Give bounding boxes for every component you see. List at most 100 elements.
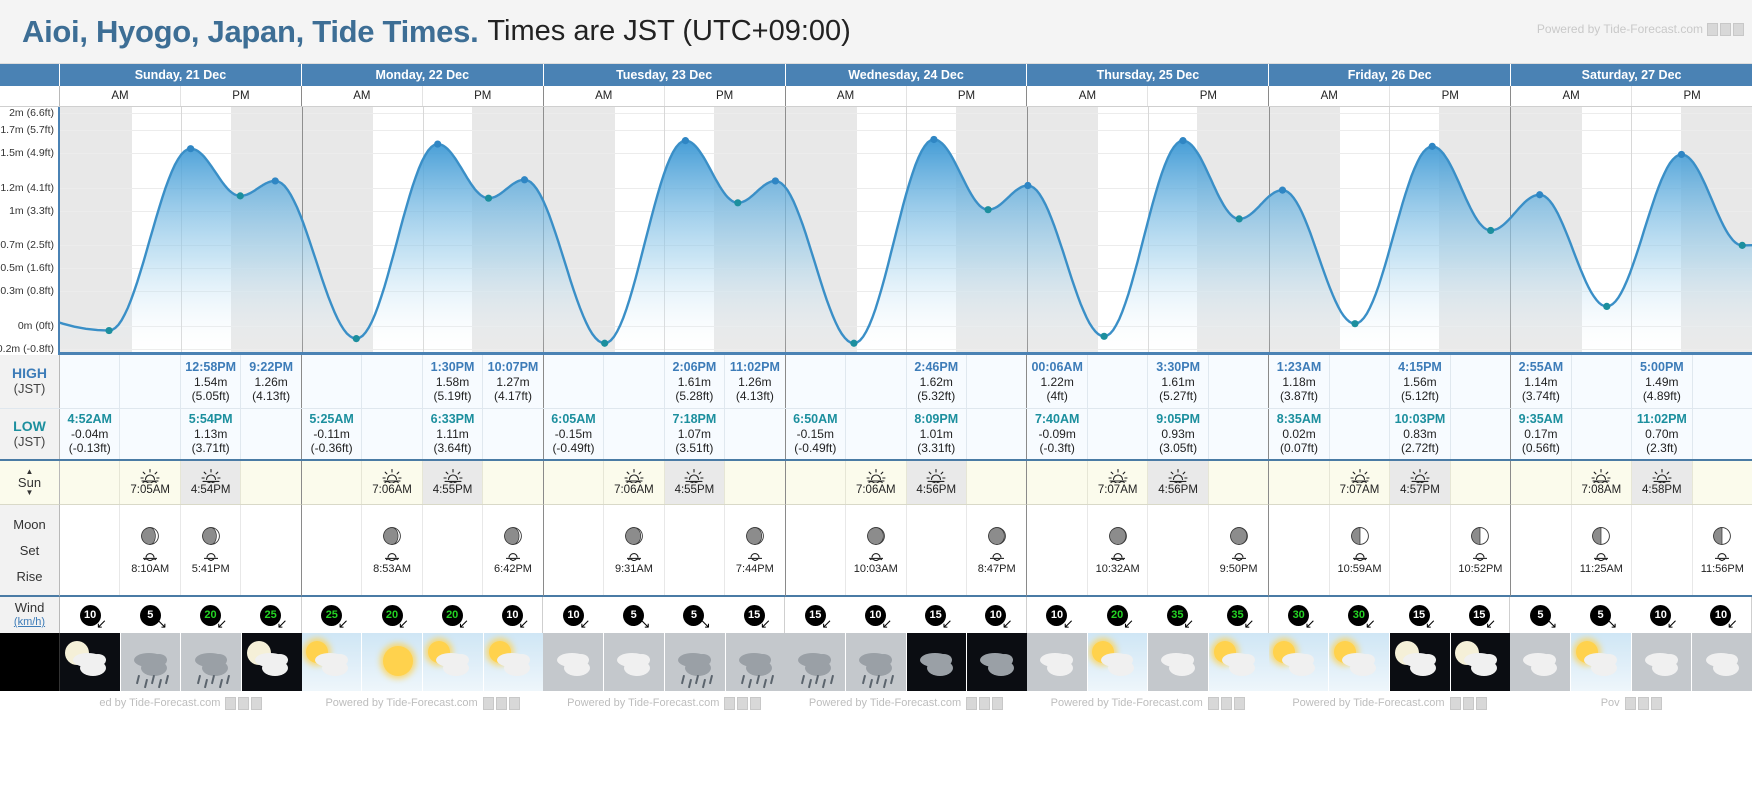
powered-by-logo-icon bbox=[1707, 22, 1744, 36]
tide-time: 5:00PM bbox=[1639, 359, 1684, 374]
tide-height-m: 1.27m bbox=[496, 374, 530, 389]
tide-height-ft: (4.17ft) bbox=[493, 388, 532, 403]
sunset-time: 4:54PM bbox=[190, 484, 231, 496]
wind-cell: 10 ↙ bbox=[482, 597, 542, 633]
tide-time: 2:46PM bbox=[914, 359, 959, 374]
weather-icon-cell bbox=[725, 633, 786, 691]
wind-direction-arrow-icon: ↙ bbox=[1304, 616, 1316, 631]
high-cell bbox=[846, 355, 907, 408]
sunrise-time: 7:06AM bbox=[855, 484, 896, 496]
low-cell: 6:33PM 1.11m (3.64ft) bbox=[423, 409, 484, 459]
moon-cell bbox=[60, 505, 121, 595]
y-tick-6: 0.5m (1.6ft) bbox=[0, 262, 54, 275]
wind-direction-arrow-icon: ↙ bbox=[397, 616, 409, 631]
wind-cell: 5 ↘ bbox=[1571, 597, 1631, 633]
footer-logo-icon bbox=[1207, 696, 1245, 710]
weather-icon-cell bbox=[1087, 633, 1149, 691]
ampm-row: AM PM AM PM AM PM AM PM AM PM AM PM AM PM bbox=[0, 86, 1752, 107]
weather-day-2 bbox=[543, 633, 786, 691]
pm-label-4: PM bbox=[1199, 90, 1217, 102]
tide-extremum-20 bbox=[1351, 320, 1359, 328]
wind-speed-badge: 10 bbox=[1650, 604, 1672, 626]
moon-cell: 10:59AM bbox=[1330, 505, 1391, 595]
tide-extremum-15 bbox=[1024, 181, 1032, 190]
sunrise-icon bbox=[1591, 469, 1611, 483]
low-cell bbox=[1693, 409, 1752, 459]
low-cells-day-6: 9:35AM 0.17m (0.56ft) 11:02PM 0.70m (2.3ft) bbox=[1511, 409, 1752, 459]
moonrise-time: 6:42PM bbox=[494, 562, 532, 575]
wind-speed-badge: 30 bbox=[1288, 604, 1310, 626]
footer-credit-4: Powered by Tide-Forecast.com bbox=[1027, 696, 1269, 710]
sun-cell: 4:55PM bbox=[664, 461, 726, 504]
high-cells-day-5: 1:23AM 1.18m (3.87ft) 4:15PM 1.56m (5.12ft) bbox=[1269, 355, 1512, 408]
moon-phase-icon bbox=[1592, 526, 1611, 545]
tide-extremum-25 bbox=[1677, 150, 1686, 159]
wind-speed-badge: 10 bbox=[864, 604, 886, 626]
tide-height-ft: (0.07ft) bbox=[1280, 441, 1319, 456]
moon-cell bbox=[1632, 505, 1693, 595]
moon-cell: 5:41PM bbox=[181, 505, 242, 595]
wind-unit-link[interactable]: (km/h) bbox=[13, 616, 46, 629]
moonrise-icon bbox=[1473, 552, 1488, 561]
weather-cloud-icon bbox=[73, 652, 104, 667]
wind-speed-badge: 5 bbox=[139, 604, 161, 626]
y-tick-5: 0.7m (2.5ft) bbox=[0, 239, 54, 252]
sunrise-time: 7:07AM bbox=[1097, 484, 1138, 496]
weather-cloud-icon bbox=[314, 652, 345, 667]
wind-speed-badge: 20 bbox=[1106, 604, 1128, 626]
tide-time: 7:18PM bbox=[672, 412, 717, 427]
high-cell: 11:02PM 1.26m (4.13ft) bbox=[725, 355, 784, 408]
moonrise-time: 8:47PM bbox=[977, 562, 1016, 575]
sunset-icon bbox=[1652, 469, 1672, 483]
tide-extremum-0 bbox=[105, 326, 113, 335]
weather-cloud-icon bbox=[255, 652, 286, 667]
wind-cell: 5 ↘ bbox=[120, 597, 180, 633]
weather-icon-cell bbox=[1571, 633, 1632, 691]
tide-height-ft: (-0.3ft) bbox=[1039, 441, 1075, 456]
sun-cell: 7:06AM bbox=[846, 461, 907, 504]
footer-row: ed by Tide-Forecast.com Powered by Tide-F… bbox=[0, 691, 1752, 715]
moonrise-time: 11:56PM bbox=[1700, 562, 1744, 575]
tide-extremum-23 bbox=[1536, 191, 1544, 199]
tide-time: 12:58PM bbox=[185, 359, 237, 374]
moon-cell: 10:52PM bbox=[1451, 505, 1510, 595]
y-tick-3: 1.2m (4.1ft) bbox=[0, 181, 54, 194]
tide-height-m: 0.02m bbox=[1282, 427, 1316, 442]
moon-cell: 9:31AM bbox=[604, 505, 665, 595]
high-label-tz: (JST) bbox=[13, 381, 46, 397]
moonrise-time: 5:41PM bbox=[191, 562, 230, 575]
tide-height-m: 1.56m bbox=[1403, 374, 1437, 389]
moonrise-icon bbox=[506, 552, 520, 561]
weather-day-3 bbox=[785, 633, 1027, 691]
low-tide-row: LOW (JST) 4:52AM -0.04m (-0.13ft) 5:54PM 1.1… bbox=[0, 409, 1752, 461]
moon-phase-icon bbox=[866, 526, 885, 545]
sun-cell: 7:06AM bbox=[604, 461, 665, 504]
wind-speed-badge: 15 bbox=[804, 604, 826, 626]
tide-time: 11:02PM bbox=[1636, 412, 1687, 427]
day-header-3: Wednesday, 24 Dec bbox=[786, 64, 1028, 86]
wind-speed-badge: 10 bbox=[79, 604, 101, 626]
sunrise-time: 7:06AM bbox=[372, 484, 412, 496]
sunset-time: 4:58PM bbox=[1642, 484, 1682, 496]
wind-cell: 10 ↙ bbox=[845, 597, 905, 633]
footer-credit-text: Powered by Tide-Forecast.com bbox=[567, 697, 720, 709]
sunset-icon bbox=[1168, 469, 1188, 483]
weather-icon-cell bbox=[967, 633, 1027, 691]
moon-cell: 8:47PM bbox=[967, 505, 1026, 595]
tide-height-m: 1.11m bbox=[436, 427, 469, 442]
wind-direction-arrow-icon: ↙ bbox=[579, 616, 591, 631]
moon-cell: 9:50PM bbox=[1209, 505, 1268, 595]
tide-height-m: 1.26m bbox=[254, 374, 288, 389]
sunrise-time: 7:06AM bbox=[614, 484, 654, 496]
weather-cloud-icon bbox=[677, 652, 708, 667]
moonrise-time: 10:52PM bbox=[1458, 562, 1503, 575]
wind-cell: 10 ↙ bbox=[543, 597, 603, 633]
low-cell bbox=[362, 409, 423, 459]
y-tick-1: 1.7m (5.7ft) bbox=[0, 124, 54, 137]
weather-cloud-icon bbox=[1040, 652, 1070, 667]
sun-cell bbox=[1027, 461, 1088, 504]
page-subtitle: Times are JST (UTC+09:00) bbox=[487, 15, 851, 47]
high-cell: 1:23AM 1.18m (3.87ft) bbox=[1269, 355, 1330, 408]
weather-icon-cell bbox=[845, 633, 907, 691]
low-cells-day-0: 4:52AM -0.04m (-0.13ft) 5:54PM 1.13m (3.71ft) bbox=[60, 409, 302, 459]
